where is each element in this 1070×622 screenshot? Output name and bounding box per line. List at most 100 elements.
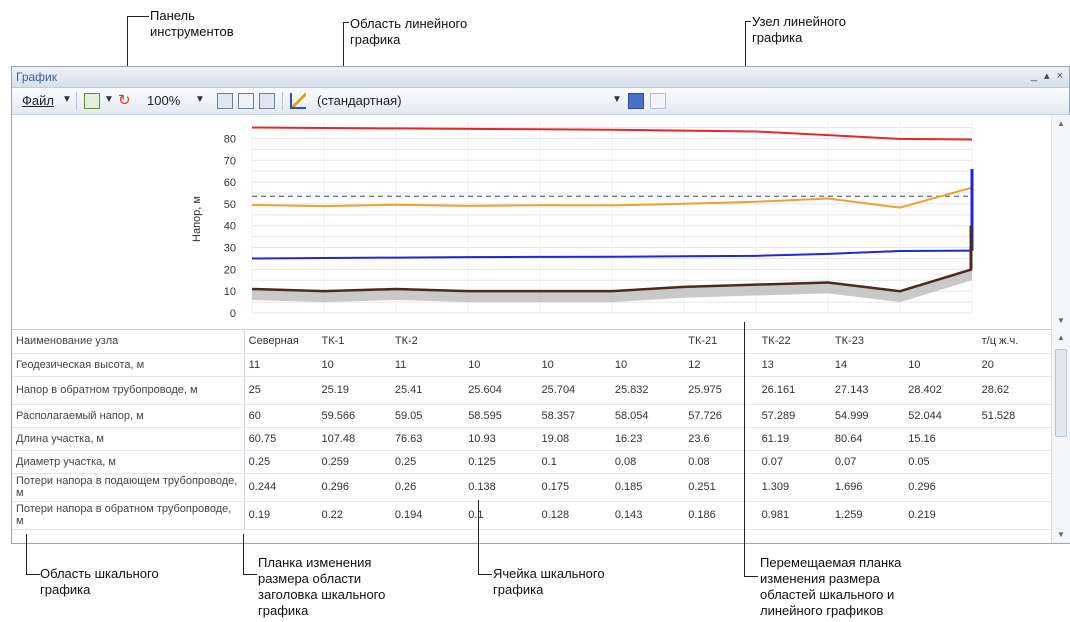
table-cell[interactable]: ТК-1 [317,330,391,354]
table-cell[interactable]: 80.64 [830,427,905,451]
table-cell[interactable]: 0.26 [390,473,465,502]
table-cell[interactable]: 59.566 [317,404,391,428]
table-cell[interactable]: 57.726 [684,404,758,428]
table-cell[interactable]: 0.22 [317,501,391,530]
table-cell[interactable]: 60.75 [244,427,318,451]
table-cell[interactable]: 25.975 [684,376,758,405]
scroll-up-icon[interactable]: ▲ [1057,333,1065,342]
chart-scrollbar[interactable]: ▲ ▼ [1051,115,1070,329]
table-cell[interactable]: 0.1 [464,501,538,530]
chart-style-icon[interactable] [290,93,306,109]
table-cell[interactable]: 20 [977,353,1051,377]
table-cell[interactable]: 0.143 [610,501,685,530]
table-cell[interactable]: 54.999 [830,404,905,428]
table-cell[interactable] [977,501,1051,530]
table-cell[interactable] [537,330,611,354]
table-cell[interactable]: 0.25 [390,450,465,474]
table-cell[interactable]: Северная [244,330,318,354]
table-cell[interactable]: 0.194 [390,501,465,530]
table-cell[interactable]: 58.357 [537,404,611,428]
window-controls[interactable]: _ ▴ × [1030,70,1065,82]
table-cell[interactable]: 0.296 [904,473,978,502]
chevron-down-icon[interactable]: ▼ [612,94,622,105]
table-cell[interactable]: 1.696 [830,473,905,502]
table-cell[interactable]: 60 [244,404,318,428]
print-preview-icon[interactable] [238,93,254,109]
table-cell[interactable]: 23.6 [684,427,758,451]
table-cell[interactable]: 0.07 [830,450,905,474]
table-cell[interactable]: 0.1 [537,450,611,474]
table-cell[interactable]: 0.138 [464,473,538,502]
table-cell[interactable] [977,427,1051,451]
table-cell[interactable]: 11 [244,353,318,377]
table-cell[interactable]: 61.19 [757,427,831,451]
table-cell[interactable]: 15.16 [904,427,978,451]
table-cell[interactable]: 25.604 [464,376,538,405]
table-cell[interactable]: 0.296 [317,473,391,502]
table-cell[interactable] [464,330,538,354]
table-cell[interactable]: 10 [610,353,685,377]
table-cell[interactable]: 25 [244,376,318,405]
line-chart-area[interactable]: 0 10 20 30 40 50 60 70 80 Напор, м [12,115,1051,329]
table-cell[interactable]: 27.143 [830,376,905,405]
chevron-down-icon[interactable]: ▼ [195,94,205,105]
page-setup-icon[interactable] [259,93,275,109]
table-cell[interactable] [904,330,978,354]
table-cell[interactable]: 0.981 [757,501,831,530]
table-cell[interactable]: 28.402 [904,376,978,405]
chevron-down-icon[interactable]: ▼ [104,94,114,105]
table-cell[interactable]: ТК-21 [684,330,758,354]
table-cell[interactable]: 25.704 [537,376,611,405]
table-cell[interactable]: 107.48 [317,427,391,451]
style-select[interactable]: (стандартная) [317,93,402,108]
export-icon[interactable] [84,93,100,109]
table-cell[interactable]: 0.07 [757,450,831,474]
table-cell[interactable]: 10 [464,353,538,377]
table-cell[interactable]: 0.185 [610,473,685,502]
edit-icon[interactable] [650,93,666,109]
scroll-down-icon[interactable]: ▼ [1057,316,1065,325]
table-cell[interactable]: 0.244 [244,473,318,502]
table-cell[interactable]: 25.832 [610,376,685,405]
table-cell[interactable]: 52.044 [904,404,978,428]
save-icon[interactable] [628,93,644,109]
table-cell[interactable]: 0.259 [317,450,391,474]
table-cell[interactable] [977,473,1051,502]
table-cell[interactable] [610,330,685,354]
table-cell[interactable]: 0.219 [904,501,978,530]
table-cell[interactable]: 26.161 [757,376,831,405]
table-cell[interactable] [977,450,1051,474]
table-cell[interactable]: 16.23 [610,427,685,451]
table-cell[interactable]: 0.125 [464,450,538,474]
zoom-select[interactable]: 100% [147,93,181,108]
table-cell[interactable]: 0.08 [610,450,685,474]
table-cell[interactable]: 10.93 [464,427,538,451]
table-cell[interactable]: 0.25 [244,450,318,474]
table-cell[interactable]: 76.63 [390,427,465,451]
table-cell[interactable]: 0.19 [244,501,318,530]
table-cell[interactable]: 12 [684,353,758,377]
scroll-thumb[interactable] [1055,349,1067,437]
table-cell[interactable]: ТК-2 [390,330,465,354]
table-cell[interactable]: т/ц ж.ч. [977,330,1051,354]
chevron-down-icon[interactable]: ▼ [62,94,72,105]
table-cell[interactable]: 57.289 [757,404,831,428]
scroll-up-icon[interactable]: ▲ [1057,119,1065,128]
table-cell[interactable]: 0.05 [904,450,978,474]
table-cell[interactable]: 19.08 [537,427,611,451]
table-cell[interactable]: 1.309 [757,473,831,502]
table-cell[interactable]: 11 [390,353,465,377]
table-cell[interactable]: 0.08 [684,450,758,474]
scroll-down-icon[interactable]: ▼ [1057,530,1065,539]
table-cell[interactable]: 25.41 [390,376,465,405]
table-cell[interactable]: 13 [757,353,831,377]
table-cell[interactable]: ТК-22 [757,330,831,354]
file-menu[interactable]: Файл [22,93,54,108]
print-icon[interactable] [217,93,233,109]
table-cell[interactable]: 25.19 [317,376,391,405]
table-cell[interactable]: 28.62 [977,376,1051,405]
table-cell[interactable]: ТК-23 [830,330,905,354]
table-cell[interactable]: 0.251 [684,473,758,502]
table-cell[interactable]: 0.128 [537,501,611,530]
table-cell[interactable]: 1.259 [830,501,905,530]
